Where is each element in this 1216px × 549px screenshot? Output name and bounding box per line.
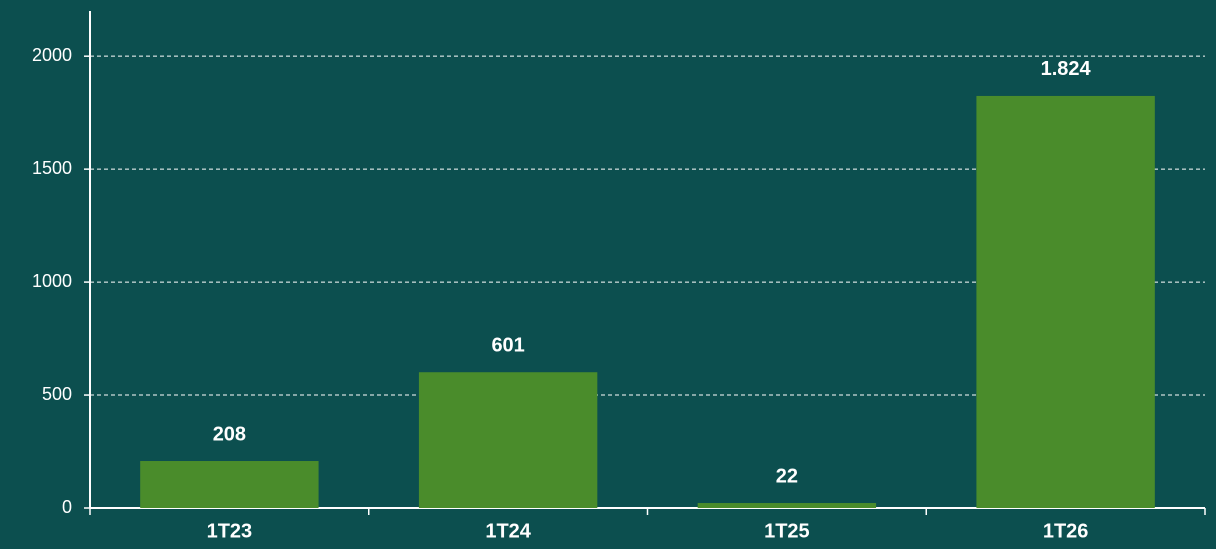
data-label: 1.824 [1041,58,1092,80]
y-tick-label: 2000 [32,45,72,65]
x-tick-label: 1T23 [207,520,253,542]
x-tick-label: 1T26 [1043,520,1089,542]
bar [140,461,319,508]
bar [976,95,1155,508]
y-tick-label: 1000 [32,271,72,291]
bar [418,372,598,508]
x-tick-label: 1T25 [764,520,810,542]
y-tick-label: 0 [62,497,72,517]
data-label: 22 [776,465,798,487]
y-tick-label: 500 [42,384,72,404]
y-tick-label: 1500 [32,158,72,178]
x-tick-label: 1T24 [485,520,531,542]
data-label: 601 [491,335,524,357]
data-label: 208 [213,423,246,445]
bar [697,503,877,508]
